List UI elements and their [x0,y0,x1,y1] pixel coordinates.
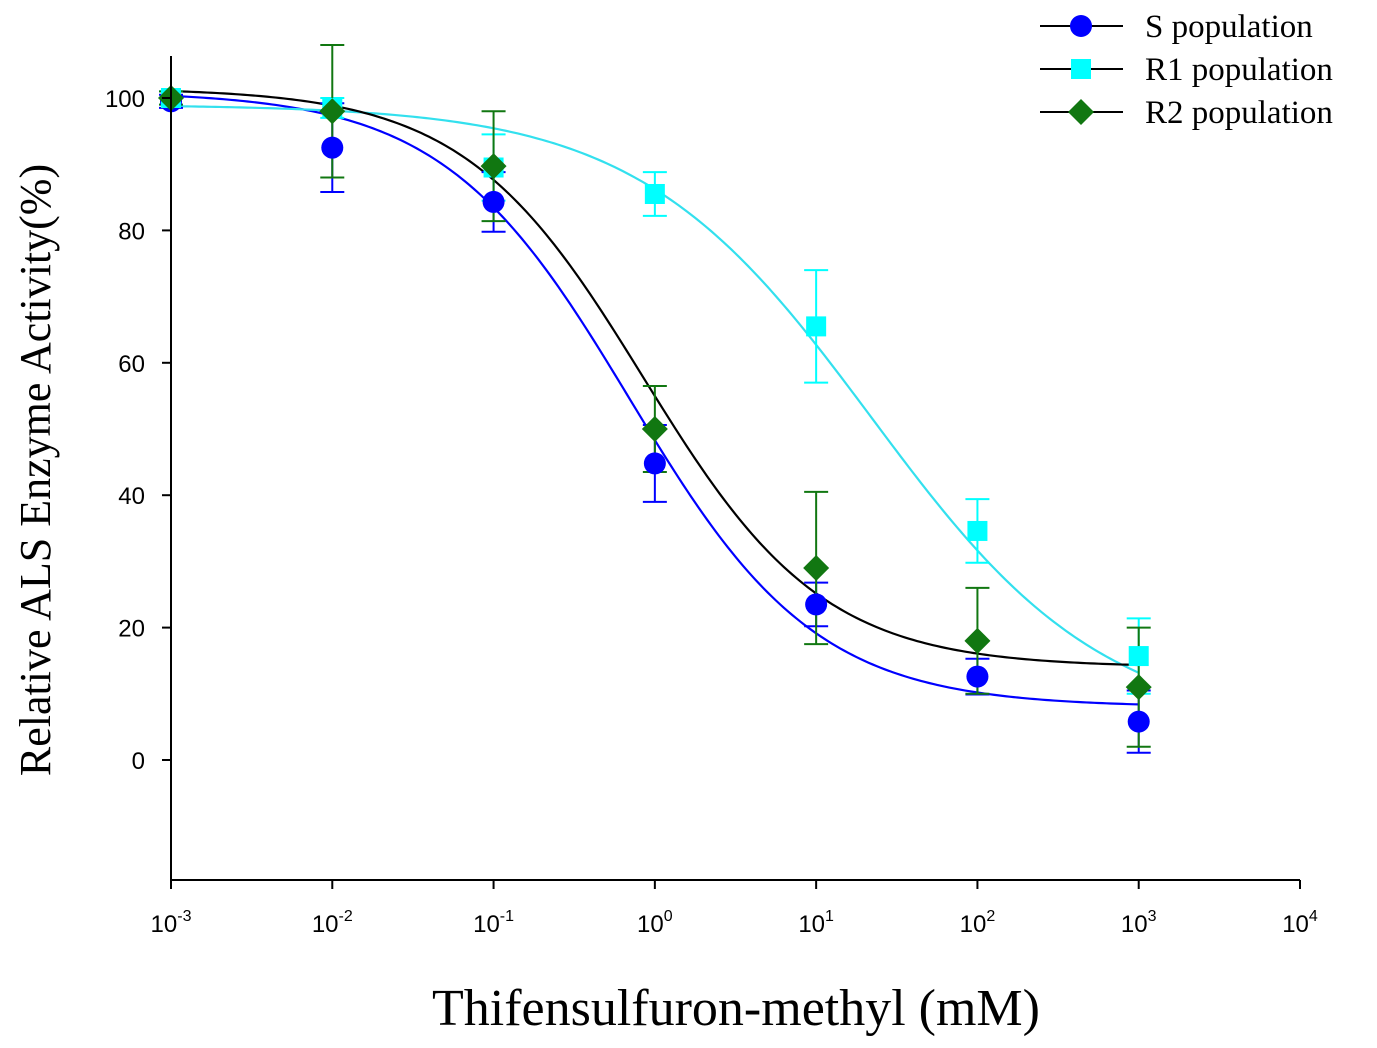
x-tick-base: 10 [473,911,500,938]
x-tick-base: 10 [151,911,178,938]
x-tick-exponent: 3 [1148,908,1157,925]
data-point-square [806,316,827,337]
data-point-circle [805,593,828,616]
data-point-circle [1127,710,1150,733]
data-point-circle [966,665,989,688]
data-point-diamond [964,627,991,654]
y-tick-label: 0 [132,748,145,775]
legend-label: S population [1145,9,1313,45]
data-point-diamond [319,98,346,125]
x-tick-label: 102 [960,908,996,938]
y-axis-ticks: 0 20 40 60 80 100 [105,86,171,775]
y-tick-label: 20 [118,616,145,643]
error-bars [159,44,1151,754]
legend-label: R2 population [1145,95,1333,131]
x-tick-base: 10 [1282,911,1309,938]
data-point-diamond [480,153,507,180]
x-tick-exponent: 2 [986,908,995,925]
x-tick-label: 104 [1282,908,1318,938]
legend-marker-circle [1070,15,1092,37]
x-tick-base: 10 [798,911,825,938]
data-point-circle [321,136,344,159]
legend-label: R1 population [1145,52,1333,88]
x-axis-title: Thifensulfuron-methyl (mM) [432,980,1040,1037]
data-point-circle [482,190,505,213]
x-axis-ticks: 10-3 10-2 10-1 100 101 102 103 104 [151,880,1318,938]
x-tick-exponent: 1 [825,908,834,925]
x-tick-label: 10-3 [151,908,192,938]
data-point-diamond [641,416,668,442]
x-tick-exponent: 4 [1309,908,1318,925]
x-tick-label: 10-1 [473,908,514,938]
x-tick-exponent: -1 [500,908,514,925]
x-tick-base: 10 [960,911,987,938]
data-point-square [967,520,988,541]
legend: S population R1 population R2 population [1040,9,1333,131]
x-tick-exponent: -2 [339,908,353,925]
x-tick-label: 100 [637,908,673,938]
data-point-diamond [1125,674,1152,701]
data-point-diamond [803,555,830,582]
y-tick-label: 40 [118,483,145,510]
data-point-square [644,183,665,204]
data-markers [158,85,1152,733]
data-point-circle [643,452,666,475]
y-tick-label: 60 [118,351,145,378]
x-tick-base: 10 [637,911,664,938]
x-tick-base: 10 [312,911,339,938]
y-axis-title: Relative ALS Enzyme Activity(%) [11,164,60,776]
x-tick-label: 103 [1121,908,1157,938]
x-tick-label: 101 [798,908,834,938]
x-tick-exponent: -3 [177,908,191,925]
legend-marker-square [1071,59,1091,79]
y-tick-label: 100 [105,86,145,113]
x-tick-label: 10-2 [312,908,353,938]
y-tick-label: 80 [118,218,145,245]
legend-marker-diamond [1068,99,1094,125]
x-tick-exponent: 0 [664,908,673,925]
data-point-square [1128,646,1149,667]
x-tick-base: 10 [1121,911,1148,938]
